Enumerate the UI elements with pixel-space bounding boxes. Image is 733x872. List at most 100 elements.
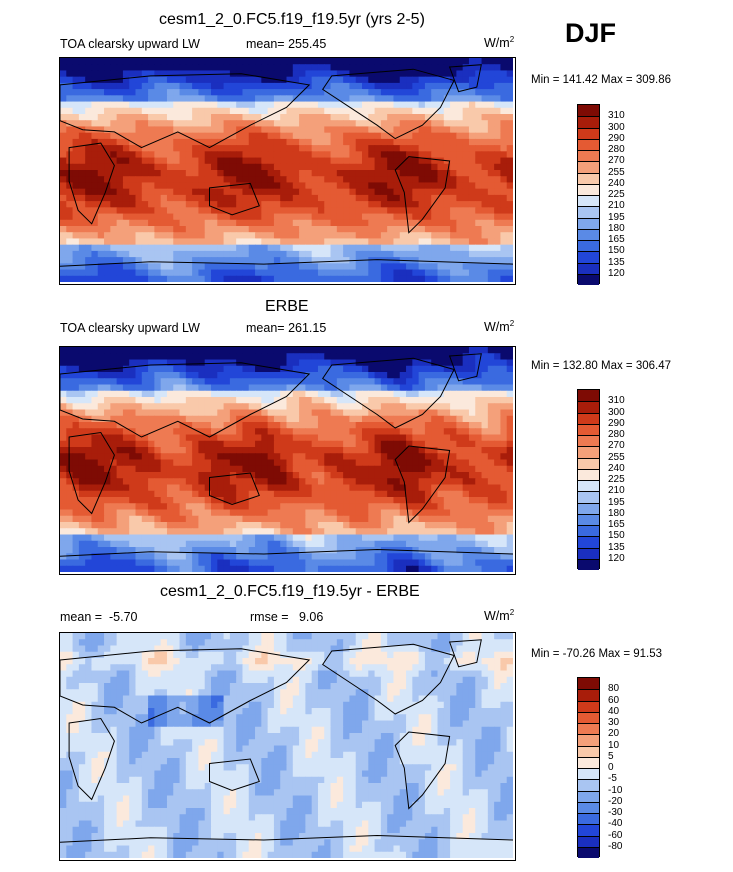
- map-cell: [299, 409, 306, 417]
- map-cell: [255, 126, 262, 134]
- map-cell: [85, 95, 93, 103]
- map-cell: [412, 522, 420, 529]
- map-cell: [494, 509, 502, 517]
- map-cell: [311, 478, 319, 486]
- map-cell: [248, 428, 256, 436]
- map-cell: [443, 534, 451, 542]
- map-cell: [393, 176, 401, 184]
- map-cell: [135, 415, 143, 423]
- map-cell: [110, 64, 118, 72]
- map-cell: [468, 114, 476, 121]
- map-cell: [204, 58, 212, 65]
- map-cell: [78, 365, 86, 373]
- map-cell: [91, 163, 99, 171]
- map-cell: [330, 422, 338, 429]
- map-cell: [443, 120, 451, 128]
- map-cell: [229, 275, 237, 282]
- map-cell: [173, 347, 181, 354]
- map-cell: [481, 82, 489, 90]
- map-cell: [311, 547, 319, 554]
- map-cell: [223, 397, 231, 404]
- map-cell: [72, 219, 80, 227]
- map-cell: [450, 176, 457, 184]
- map-cell: [362, 138, 369, 146]
- map-cell: [198, 170, 206, 177]
- map-cell: [487, 359, 495, 367]
- map-cell: [506, 82, 513, 90]
- map-cell: [443, 95, 451, 103]
- map-cell: [437, 372, 445, 379]
- map-cell: [280, 353, 288, 361]
- map-cell: [236, 250, 244, 258]
- map-cell: [242, 422, 250, 429]
- map-cell: [450, 497, 457, 504]
- map-cell: [506, 263, 513, 271]
- map-cell: [267, 372, 275, 379]
- map-cell: [424, 390, 432, 398]
- map-cell: [154, 107, 162, 115]
- map-cell: [336, 447, 344, 454]
- map-cell: [122, 170, 130, 177]
- map-cell: [412, 219, 420, 227]
- panel2-map: [59, 346, 516, 575]
- map-cell: [450, 120, 457, 128]
- map-cell: [85, 58, 93, 65]
- map-cell: [462, 207, 470, 215]
- map-cell: [60, 353, 67, 361]
- map-cell: [380, 534, 388, 542]
- map-cell: [362, 365, 369, 373]
- map-cell: [500, 428, 508, 436]
- map-cell: [211, 201, 218, 208]
- map-cell: [317, 226, 325, 233]
- map-cell: [443, 540, 451, 548]
- map-cell: [368, 365, 376, 373]
- map-cell: [85, 478, 93, 486]
- map-cell: [217, 515, 225, 523]
- map-cell: [110, 372, 118, 379]
- map-cell: [280, 176, 288, 184]
- map-cell: [135, 547, 143, 554]
- map-cell: [424, 120, 432, 128]
- map-cell: [299, 390, 306, 398]
- map-cell: [431, 347, 439, 354]
- map-cell: [481, 422, 489, 429]
- map-cell: [166, 547, 174, 554]
- map-cell: [255, 534, 262, 542]
- map-cell: [198, 347, 206, 354]
- map-cell: [494, 353, 502, 361]
- map-cell: [406, 384, 413, 392]
- map-cell: [78, 540, 86, 548]
- map-cell: [368, 390, 376, 398]
- map-cell: [500, 465, 508, 473]
- map-cell: [487, 347, 495, 354]
- map-cell: [494, 409, 502, 417]
- map-cell: [267, 390, 275, 398]
- map-cell: [192, 250, 200, 258]
- map-cell: [393, 226, 401, 233]
- map-cell: [248, 176, 256, 184]
- map-cell: [456, 490, 464, 498]
- map-cell: [450, 257, 457, 264]
- map-cell: [355, 95, 363, 103]
- map-cell: [129, 503, 137, 511]
- map-cell: [255, 453, 262, 461]
- map-cell: [380, 503, 388, 511]
- map-cell: [475, 176, 483, 184]
- map-cell: [305, 440, 313, 448]
- map-cell: [336, 232, 344, 240]
- map-cell: [368, 478, 376, 486]
- map-cell: [179, 453, 187, 461]
- map-cell: [349, 415, 357, 423]
- map-cell: [317, 213, 325, 221]
- map-cell: [242, 447, 250, 454]
- map-cell: [399, 447, 407, 454]
- map-cell: [311, 359, 319, 367]
- map-cell: [475, 138, 483, 146]
- map-cell: [343, 397, 351, 404]
- map-cell: [60, 359, 67, 367]
- map-cell: [72, 101, 80, 109]
- map-cell: [66, 250, 74, 258]
- map-cell: [179, 378, 187, 386]
- map-cell: [261, 213, 269, 221]
- map-cell: [336, 250, 344, 258]
